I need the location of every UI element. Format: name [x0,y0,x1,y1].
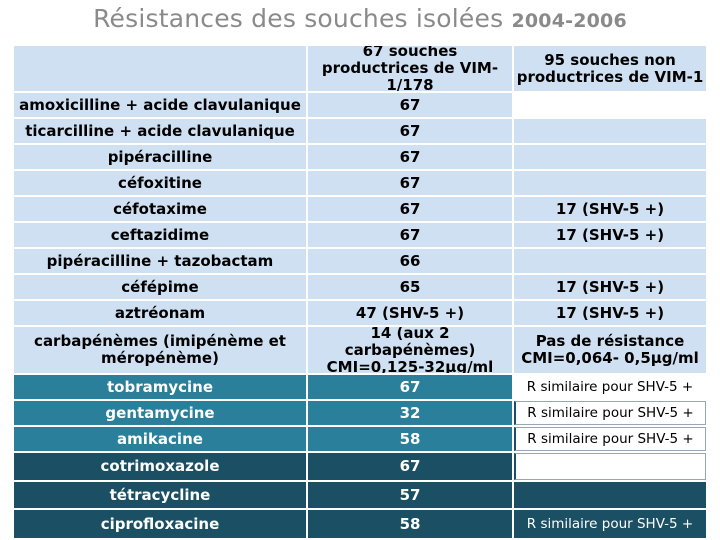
row-vim-value: 67 [308,93,512,117]
row-antibiotic: tobramycine [14,375,306,399]
row-non-vim-value [514,453,706,480]
row-antibiotic: ticarcilline + acide clavulanique [14,119,306,143]
row-non-vim-value: 17 (SHV-5 +) [514,275,706,299]
row-vim-value: 67 [308,453,512,480]
row-non-vim-value: 17 (SHV-5 +) [514,223,706,247]
row-antibiotic: céfotaxime [14,197,306,221]
row-non-vim-value: R similaire pour SHV-5 + [514,401,706,425]
resistance-table: 67 souches productrices de VIM-1/178 95 … [14,46,706,538]
row-non-vim-value: 17 (SHV-5 +) [514,197,706,221]
header-empty-cell [14,46,306,91]
row-vim-value: 57 [308,482,512,508]
row-non-vim-value [514,249,706,273]
row-antibiotic: carbapénèmes (imipénème et méropénème) [14,327,306,373]
row-vim-value: 67 [308,223,512,247]
row-antibiotic: tétracycline [14,482,306,508]
row-non-vim-value: Pas de résistance CMI=0,064- 0,5µg/ml [514,327,706,373]
row-vim-value: 67 [308,119,512,143]
row-vim-value: 67 [308,375,512,399]
row-antibiotic: gentamycine [14,401,306,425]
row-antibiotic: aztréonam [14,301,306,325]
row-antibiotic: amoxicilline + acide clavulanique [14,93,306,117]
row-non-vim-value: R similaire pour SHV-5 + [514,427,706,451]
row-vim-value: 58 [308,510,512,538]
row-vim-value: 67 [308,197,512,221]
row-vim-value: 67 [308,171,512,195]
row-antibiotic: ciprofloxacine [14,510,306,538]
row-vim-value: 47 (SHV-5 +) [308,301,512,325]
row-non-vim-value [514,482,706,508]
row-non-vim-value [514,93,706,117]
header-vim-producers: 67 souches productrices de VIM-1/178 [308,46,512,91]
row-vim-value: 32 [308,401,512,425]
row-antibiotic: cotrimoxazole [14,453,306,480]
title-text: Résistances des souches isolées [93,4,504,33]
title-years: 2004-2006 [511,10,627,32]
row-vim-value: 58 [308,427,512,451]
header-non-vim-producers: 95 souches non productrices de VIM-1 [514,46,706,91]
row-vim-value: 67 [308,145,512,169]
row-non-vim-value [514,145,706,169]
slide-title: Résistances des souches isolées 2004-200… [0,4,720,33]
row-antibiotic: ceftazidime [14,223,306,247]
row-non-vim-value: R similaire pour SHV-5 + [514,510,706,538]
row-antibiotic: céfépime [14,275,306,299]
row-non-vim-value [514,119,706,143]
row-vim-value: 14 (aux 2 carbapénèmes) CMI=0,125-32µg/m… [308,327,512,373]
row-antibiotic: pipéracilline + tazobactam [14,249,306,273]
row-non-vim-value: 17 (SHV-5 +) [514,301,706,325]
row-non-vim-value [514,171,706,195]
row-antibiotic: pipéracilline [14,145,306,169]
row-vim-value: 65 [308,275,512,299]
row-vim-value: 66 [308,249,512,273]
row-antibiotic: céfoxitine [14,171,306,195]
row-non-vim-value: R similaire pour SHV-5 + [514,375,706,399]
row-antibiotic: amikacine [14,427,306,451]
